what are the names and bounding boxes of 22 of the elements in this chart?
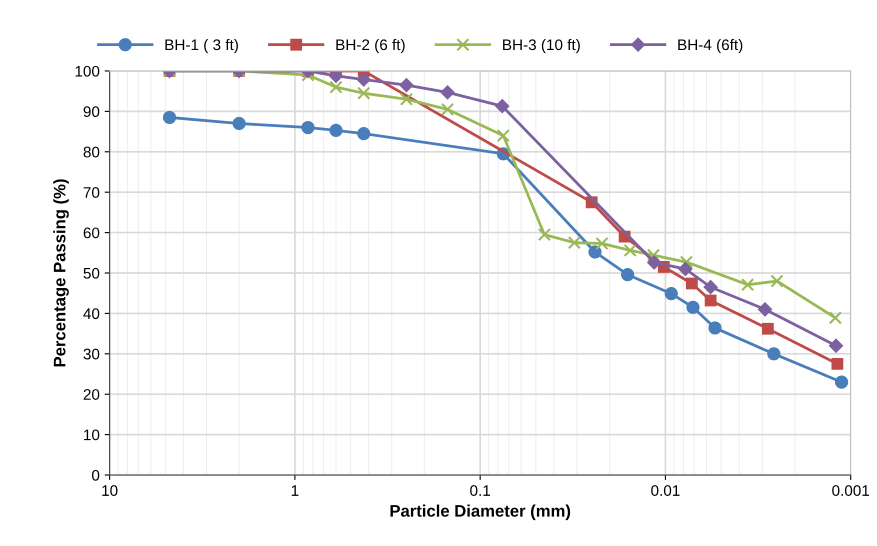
y-tick-label: 30 [83,348,100,360]
y-tick-label: 40 [83,308,100,320]
y-tick-label: 50 [84,268,100,279]
y-tick-label: 0 [92,470,100,481]
y-tick-label: 90 [84,106,100,118]
y-tick-label: 60 [84,227,100,238]
y-tick-label: 20 [84,389,100,400]
y-tick-label: 100 [76,66,100,77]
legend-label: BH-2 (6 ft) [336,38,405,54]
legend-label: BH-3 (10 ft) [503,38,580,54]
x-tick-label: 10 [102,485,118,496]
y-tick-label: 80 [84,146,100,158]
legend-label: BH-4 (6ft) [678,38,742,54]
x-axis-title: Particle Diameter (mm) [390,504,570,520]
x-tick-label: 0.01 [651,485,680,496]
legend-label: BH-1 ( 3 ft) [165,38,238,54]
y-tick-label: 70 [84,187,100,198]
x-tick-label: 0.001 [832,485,870,496]
x-tick-label: 0.1 [470,485,490,496]
y-axis-title: Percentage Passing (%) [53,179,69,366]
y-tick-label: 10 [84,429,100,440]
x-tick-label: 1 [292,485,298,496]
